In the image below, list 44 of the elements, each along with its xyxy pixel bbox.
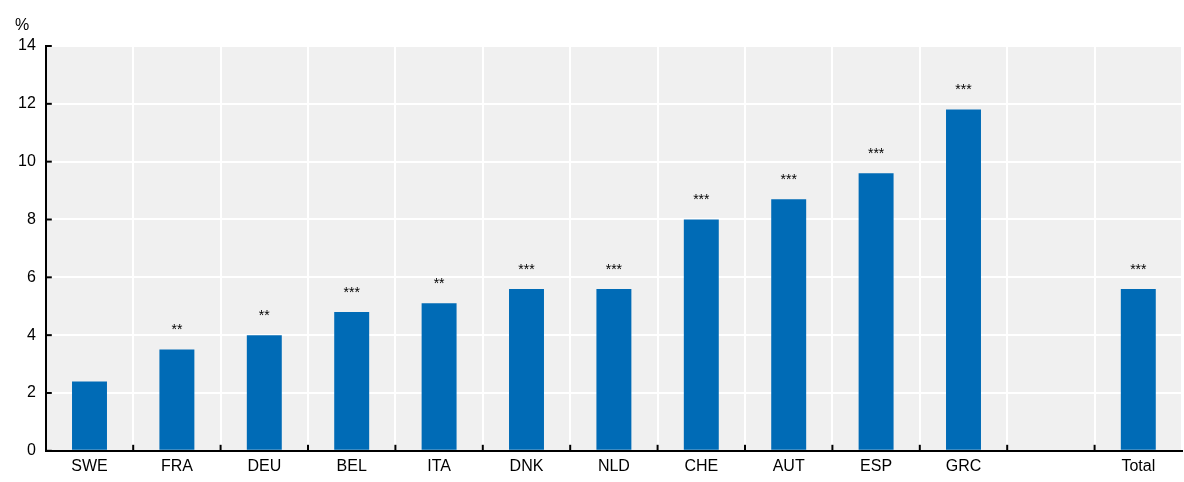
bar <box>683 219 719 450</box>
x-tick-label: GRC <box>945 456 982 474</box>
x-tick-label: FRA <box>160 456 194 474</box>
annotation: *** <box>780 171 798 188</box>
y-tick-label: 10 <box>18 152 36 170</box>
x-tick-label: ESP <box>860 456 893 474</box>
y-tick-label: 2 <box>26 383 36 401</box>
bar <box>159 349 195 450</box>
annotation: *** <box>343 283 361 300</box>
y-tick-label: 4 <box>26 325 36 343</box>
bar <box>334 312 370 450</box>
x-tick-label: Total <box>1121 456 1156 474</box>
bar <box>1120 288 1156 450</box>
x-tick-label: CHE <box>684 456 719 474</box>
annotation: *** <box>605 260 623 277</box>
annotation: *** <box>955 81 973 98</box>
x-tick-label: ITA <box>427 456 452 474</box>
annotation: *** <box>1130 260 1148 277</box>
bar <box>771 199 807 450</box>
annotation: *** <box>867 145 885 162</box>
bar <box>72 381 107 450</box>
annotation: *** <box>693 191 711 208</box>
bar <box>596 288 632 450</box>
x-tick-label: BEL <box>336 456 367 474</box>
bar <box>946 109 981 450</box>
x-tick-label: NLD <box>597 456 630 474</box>
annotation: *** <box>518 260 536 277</box>
x-tick-label: SWE <box>71 456 108 474</box>
y-tick-label: 12 <box>18 94 36 112</box>
y-tick-label: 14 <box>18 36 36 54</box>
annotation: ** <box>258 307 271 323</box>
bar <box>509 288 544 450</box>
annotation: ** <box>171 321 183 338</box>
y-tick-label: 6 <box>26 267 36 285</box>
x-tick-label: DNK <box>509 456 544 474</box>
x-tick-label: AUT <box>772 456 805 474</box>
bar <box>246 335 282 450</box>
bar <box>858 173 894 450</box>
y-axis-title: % <box>14 16 30 34</box>
x-tick-label: DEU <box>247 456 282 474</box>
y-tick-label: 0 <box>26 441 36 459</box>
y-tick-label: 8 <box>26 209 36 227</box>
annotation: ** <box>433 275 446 292</box>
bar <box>421 303 457 450</box>
